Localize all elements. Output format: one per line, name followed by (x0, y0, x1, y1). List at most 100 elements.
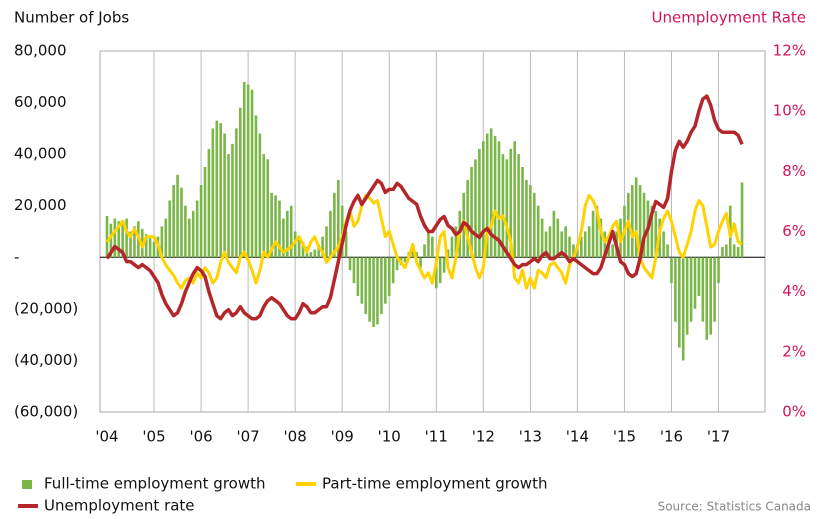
bar (293, 231, 297, 258)
bar (238, 107, 242, 258)
bar (630, 185, 634, 258)
x-tick-label: '07 (237, 428, 260, 446)
line (105, 193, 743, 290)
bar (740, 182, 744, 258)
bar (199, 185, 203, 258)
y-tick-label: 40,000 (14, 145, 67, 163)
x-tick-label: '05 (142, 428, 165, 446)
bar (603, 231, 607, 258)
x-tick-label: '12 (472, 428, 495, 446)
right-axis-title: Unemployment Rate (652, 9, 806, 27)
bar (525, 179, 528, 258)
bar (482, 141, 485, 258)
bar (184, 205, 187, 258)
bar (540, 218, 544, 258)
bar (736, 246, 740, 258)
legend-label: Part-time employment growth (322, 475, 547, 493)
y2-tick-label: 4% (782, 282, 806, 300)
bar (536, 205, 540, 258)
bar (286, 210, 289, 258)
bar (113, 218, 117, 258)
bar (442, 257, 446, 273)
bar (474, 159, 477, 258)
bar (423, 244, 426, 258)
bar (164, 218, 168, 258)
bar (372, 257, 375, 327)
bar (219, 123, 222, 258)
bar (501, 154, 505, 258)
y-tick-label: 80,000 (14, 42, 67, 60)
y2-tick-label: 0% (782, 403, 806, 421)
bar (532, 192, 536, 258)
bar (109, 223, 113, 258)
bar (470, 167, 473, 258)
bar (556, 218, 560, 258)
bar (642, 192, 646, 258)
bar (411, 249, 415, 258)
plot-frame (99, 50, 766, 413)
bar (195, 200, 199, 258)
y2-tick-label: 6% (782, 222, 806, 240)
bar (258, 133, 262, 258)
bar (580, 236, 583, 258)
y-tick-label: - (14, 248, 19, 266)
bar (235, 128, 238, 258)
bar (344, 231, 348, 258)
bar (188, 218, 191, 258)
x-tick-label: '17 (707, 428, 730, 446)
bar (446, 249, 450, 258)
bar (144, 234, 148, 258)
bar (466, 179, 469, 258)
bar (599, 218, 603, 258)
source: Source: Statistics Canada (658, 500, 811, 514)
bar (348, 257, 352, 271)
bar (380, 257, 383, 315)
bar (493, 136, 497, 258)
bar (564, 226, 567, 258)
bar (227, 154, 230, 258)
x-tick-label: '06 (189, 428, 212, 446)
bar (168, 200, 172, 258)
bar (356, 257, 360, 296)
bar (505, 159, 509, 258)
bar (717, 257, 720, 284)
bar (129, 231, 132, 258)
bar (681, 257, 685, 361)
bar (611, 244, 614, 258)
bar (415, 252, 418, 258)
bar (521, 167, 524, 258)
bar (176, 174, 179, 258)
bar (211, 128, 215, 258)
x-tick-label: '04 (95, 428, 118, 446)
bar (333, 192, 336, 258)
x-tick-label: '09 (331, 428, 354, 446)
bar (709, 257, 712, 335)
bar (309, 252, 313, 258)
bar (387, 257, 391, 296)
bar (517, 154, 520, 258)
bar (133, 226, 136, 258)
bar (732, 244, 736, 258)
line (105, 94, 744, 321)
bar (513, 141, 516, 258)
bar (270, 192, 273, 258)
bar (427, 231, 430, 258)
bar (317, 244, 320, 258)
bar (595, 205, 599, 258)
bar (148, 236, 152, 258)
bar (223, 133, 226, 258)
legend-swatch (22, 480, 32, 489)
bar (254, 115, 258, 258)
bar (725, 244, 728, 258)
bar (705, 257, 709, 340)
bar (278, 200, 281, 258)
bar (685, 257, 689, 335)
y-tick-label: (60,000) (14, 403, 78, 421)
bar (478, 148, 481, 258)
bar (678, 257, 681, 348)
bar (638, 185, 642, 258)
y-tick-label: 20,000 (14, 196, 67, 214)
x-tick-label: '15 (613, 428, 636, 446)
x-tick-label: '14 (566, 428, 589, 446)
bar (121, 223, 124, 258)
